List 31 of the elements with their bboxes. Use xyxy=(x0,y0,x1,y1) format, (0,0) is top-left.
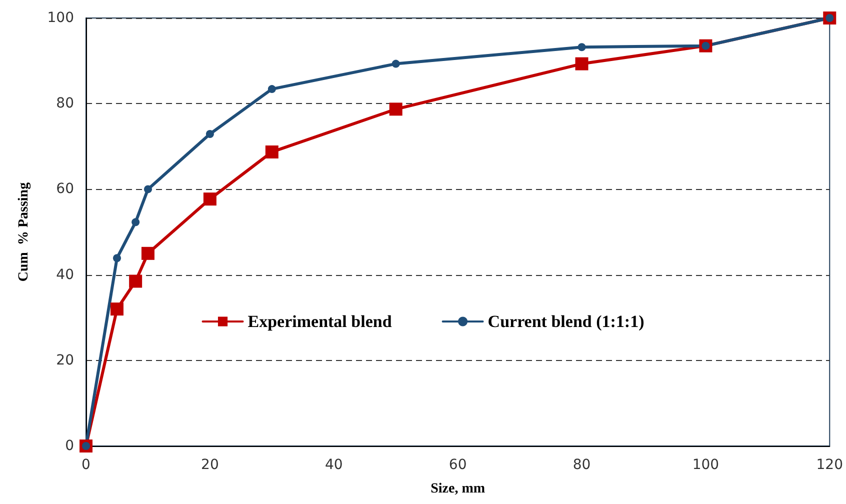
point xyxy=(206,130,214,138)
legend-label: Current blend (1:1:1) xyxy=(488,312,644,331)
x-axis-title: Size, mm xyxy=(430,482,486,496)
point xyxy=(575,57,588,70)
x-tick-label: 60 xyxy=(448,457,467,473)
x-tick-label: 100 xyxy=(692,457,720,473)
point xyxy=(112,254,121,262)
y-tick-label: 0 xyxy=(65,438,74,454)
point xyxy=(132,218,140,226)
y-tick-label: 20 xyxy=(56,352,74,368)
x-tick-label: 20 xyxy=(201,457,219,473)
y-tick-label: 100 xyxy=(47,10,74,26)
point xyxy=(110,302,124,316)
point xyxy=(268,85,276,94)
point xyxy=(265,145,278,158)
point xyxy=(203,192,216,206)
y-tick-label: 40 xyxy=(56,266,74,283)
point xyxy=(392,60,400,68)
point xyxy=(578,43,586,52)
point xyxy=(141,246,154,260)
point xyxy=(389,102,402,116)
y-tick-label: 80 xyxy=(56,96,74,112)
x-tick-label: 40 xyxy=(324,457,343,473)
x-tick-label: 80 xyxy=(572,457,591,473)
point xyxy=(144,185,152,194)
x-tick-label: 120 xyxy=(816,457,844,473)
legend-label: Experimental blend xyxy=(248,312,392,331)
point xyxy=(129,274,142,288)
x-tick-label: 0 xyxy=(82,457,90,473)
y-tick-label: 60 xyxy=(56,181,74,198)
y-axis-title: Cum % Passing xyxy=(16,182,32,282)
